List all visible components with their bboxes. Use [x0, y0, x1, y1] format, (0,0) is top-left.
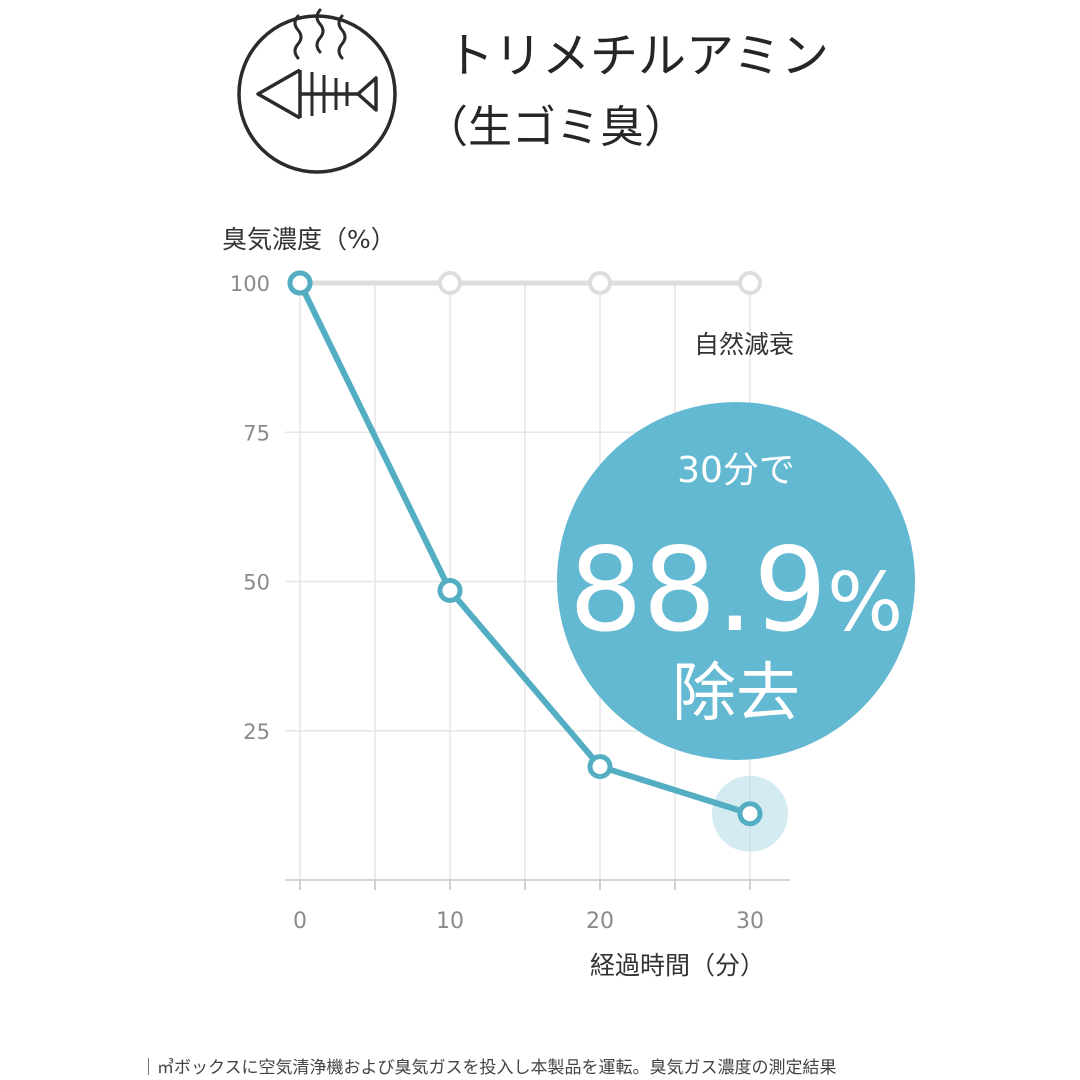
fish-bone-odor-icon [237, 8, 397, 174]
chart-subtitle: （生ゴミ臭） [424, 102, 688, 153]
y-tick-label: 75 [243, 421, 270, 445]
x-tick-label: 30 [736, 909, 764, 934]
data-point-product [437, 577, 463, 603]
data-point-natural-decay [588, 271, 612, 295]
y-tick-label: 25 [243, 720, 270, 744]
badge-circle [557, 402, 915, 760]
series-line-product [297, 280, 753, 817]
chart-title: トリメチルアミン [446, 28, 829, 84]
tick-layer: 25 50 75 100 0 10 20 30 [230, 272, 764, 934]
badge-number-unit: % [827, 556, 903, 649]
data-point-product [587, 754, 613, 780]
y-tick-label: 50 [243, 571, 270, 595]
x-tick-label: 20 [586, 909, 614, 934]
data-point-natural-decay [738, 271, 762, 295]
badge-line3: 除去 [672, 657, 800, 731]
footnote: ｜㎥ボックスに空気清浄機および臭気ガスを投入し本製品を運転。臭気ガス濃度の測定結… [140, 1058, 837, 1078]
badge-line1: 30分で [677, 450, 795, 491]
x-axis-label: 経過時間（分） [590, 951, 765, 980]
data-point-product-start [287, 270, 313, 296]
x-tick-label: 10 [436, 909, 464, 934]
series-label-natural-decay: 自然減衰 [694, 330, 794, 359]
data-point-product [737, 801, 763, 827]
y-tick-label: 100 [230, 272, 270, 296]
x-tick-label: 0 [293, 909, 307, 934]
series-layer [287, 270, 763, 827]
badge-number: 88.9% [569, 523, 903, 658]
removal-badge: 30分で 88.9% 除去 [557, 402, 915, 760]
badge-number-value: 88.9 [569, 523, 827, 658]
data-point-natural-decay [438, 271, 462, 295]
y-axis-label: 臭気濃度（%） [222, 225, 396, 254]
